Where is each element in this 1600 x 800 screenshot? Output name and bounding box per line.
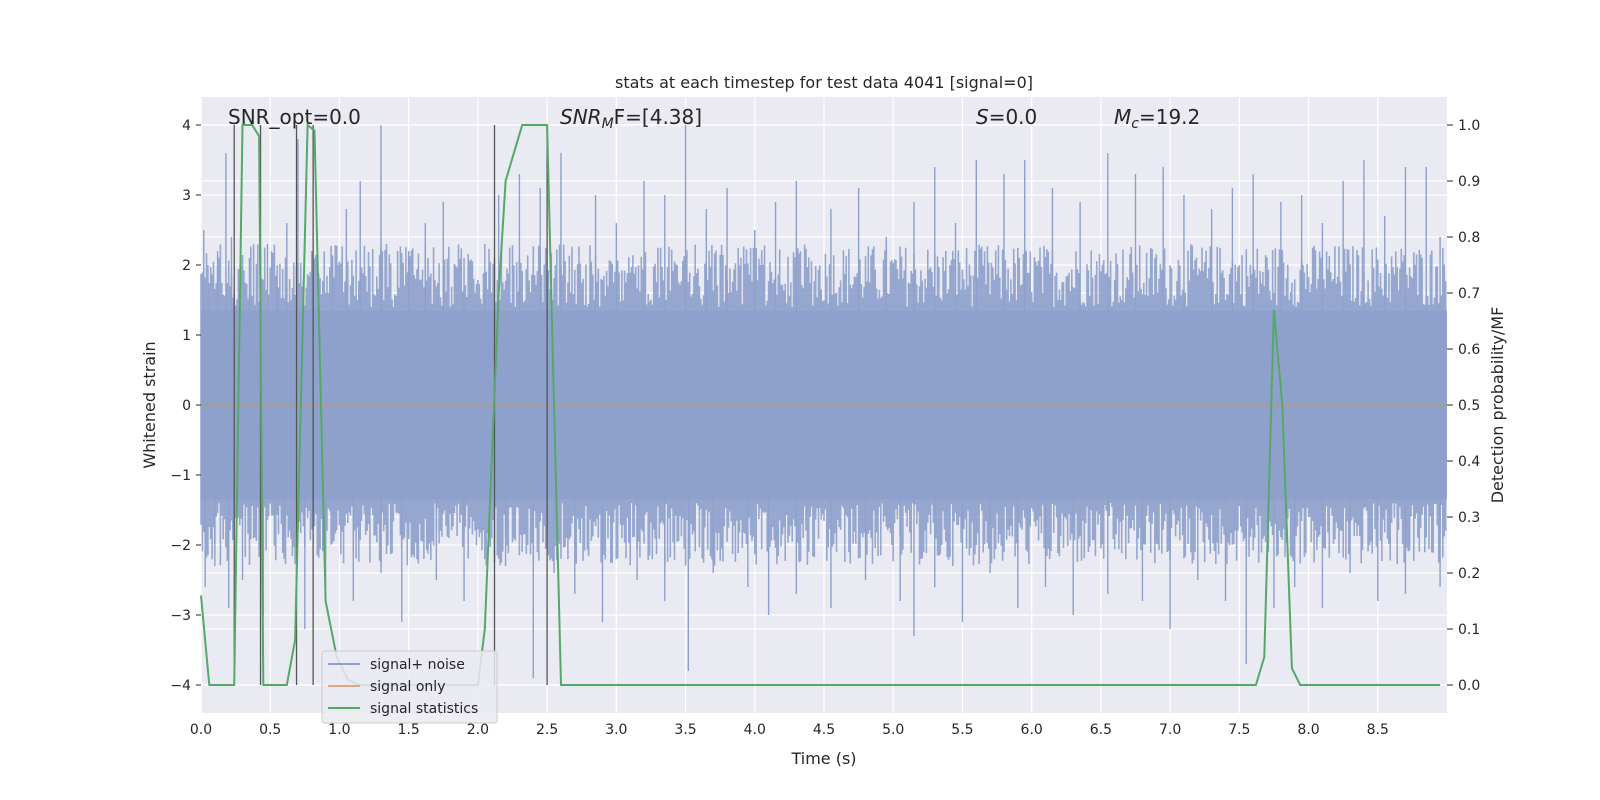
x-tick-label: 5.5 [951,722,973,738]
y2-tick-label: 1.0 [1458,118,1480,134]
y-axis-label: Whitened strain [140,341,159,468]
y-tick-label: −4 [170,678,191,694]
chart-title: stats at each timestep for test data 404… [615,73,1033,92]
x-tick-label: 1.0 [328,722,350,738]
annotation-s-value: =0.0 [989,105,1038,129]
annotation-mc: Mc=19.2 [1114,105,1200,132]
annotation-mc-base: M [1114,105,1131,129]
x-tick-label: 0.5 [259,722,281,738]
y-tick-label: −2 [170,538,191,554]
x-tick-label: 3.0 [605,722,627,738]
y2-tick-labels: 1.0 0.9 0.8 0.7 0.6 0.5 0.4 0.3 0.2 0.1 0.0 [1447,118,1480,694]
y2-tick-label: 0.4 [1458,454,1480,470]
legend-label-signal-statistics: signal statistics [370,701,478,717]
annotation-snr-mf: SNRMF=[4.38] [560,105,702,132]
x-tick-label: 7.0 [1159,722,1181,738]
annotation-snr-mf-tail: F=[4.38] [614,105,702,129]
x-tick-label: 5.0 [882,722,904,738]
y-tick-labels: 4 3 2 1 0 −1 −2 −3 −4 [170,118,201,694]
x-tick-label: 8.0 [1297,722,1319,738]
y2-tick-label: 0.2 [1458,566,1480,582]
y2-tick-label: 0.5 [1458,398,1480,414]
y-tick-label: 0 [182,398,191,414]
x-tick-label: 7.5 [1228,722,1250,738]
annotation-snr-mf-base: SNR [560,105,602,129]
y2-tick-label: 0.0 [1458,678,1480,694]
x-tick-label: 0.0 [190,722,212,738]
y2-tick-label: 0.6 [1458,342,1480,358]
y2-tick-label: 0.8 [1458,230,1480,246]
x-tick-labels: 0.0 0.5 1.0 1.5 2.0 2.5 3.0 3.5 4.0 4.5 5.0 5.5 6.0 6… [190,722,1389,738]
x-tick-label: 8.5 [1367,722,1389,738]
x-tick-label: 6.0 [1021,722,1043,738]
y-tick-label: 4 [182,118,191,134]
x-tick-label: 3.5 [674,722,696,738]
annotation-snr-mf-sub: M [602,116,614,132]
x-tick-label: 4.5 [813,722,835,738]
x-axis-label: Time (s) [790,749,856,768]
x-tick-label: 6.5 [1090,722,1112,738]
x-tick-label: 1.5 [398,722,420,738]
x-tick-label: 4.0 [744,722,766,738]
x-tick-label: 2.0 [467,722,489,738]
legend-label-signal-only: signal only [370,679,445,695]
legend-label-signal-plus-noise: signal+ noise [370,657,465,673]
x-tick-label: 2.5 [536,722,558,738]
y-tick-label: 2 [182,258,191,274]
y-tick-label: −3 [170,608,191,624]
annotation-snr-opt: SNR_opt=0.0 [228,105,361,129]
annotation-mc-value: =19.2 [1139,105,1200,129]
y-tick-label: −1 [170,468,191,484]
y-tick-label: 1 [182,328,191,344]
annotation-mc-sub: c [1131,116,1139,132]
y2-tick-label: 0.9 [1458,174,1480,190]
y2-tick-label: 0.7 [1458,286,1480,302]
y2-tick-label: 0.1 [1458,622,1480,638]
legend-box [321,650,498,724]
annotation-s-base: S [976,105,989,129]
legend: signal+ noise signal only signal statist… [321,650,498,724]
annotation-s: S=0.0 [976,105,1037,129]
y2-tick-label: 0.3 [1458,510,1480,526]
y2-axis-label: Detection probability/MF [1488,307,1507,504]
y-tick-label: 3 [182,188,191,204]
